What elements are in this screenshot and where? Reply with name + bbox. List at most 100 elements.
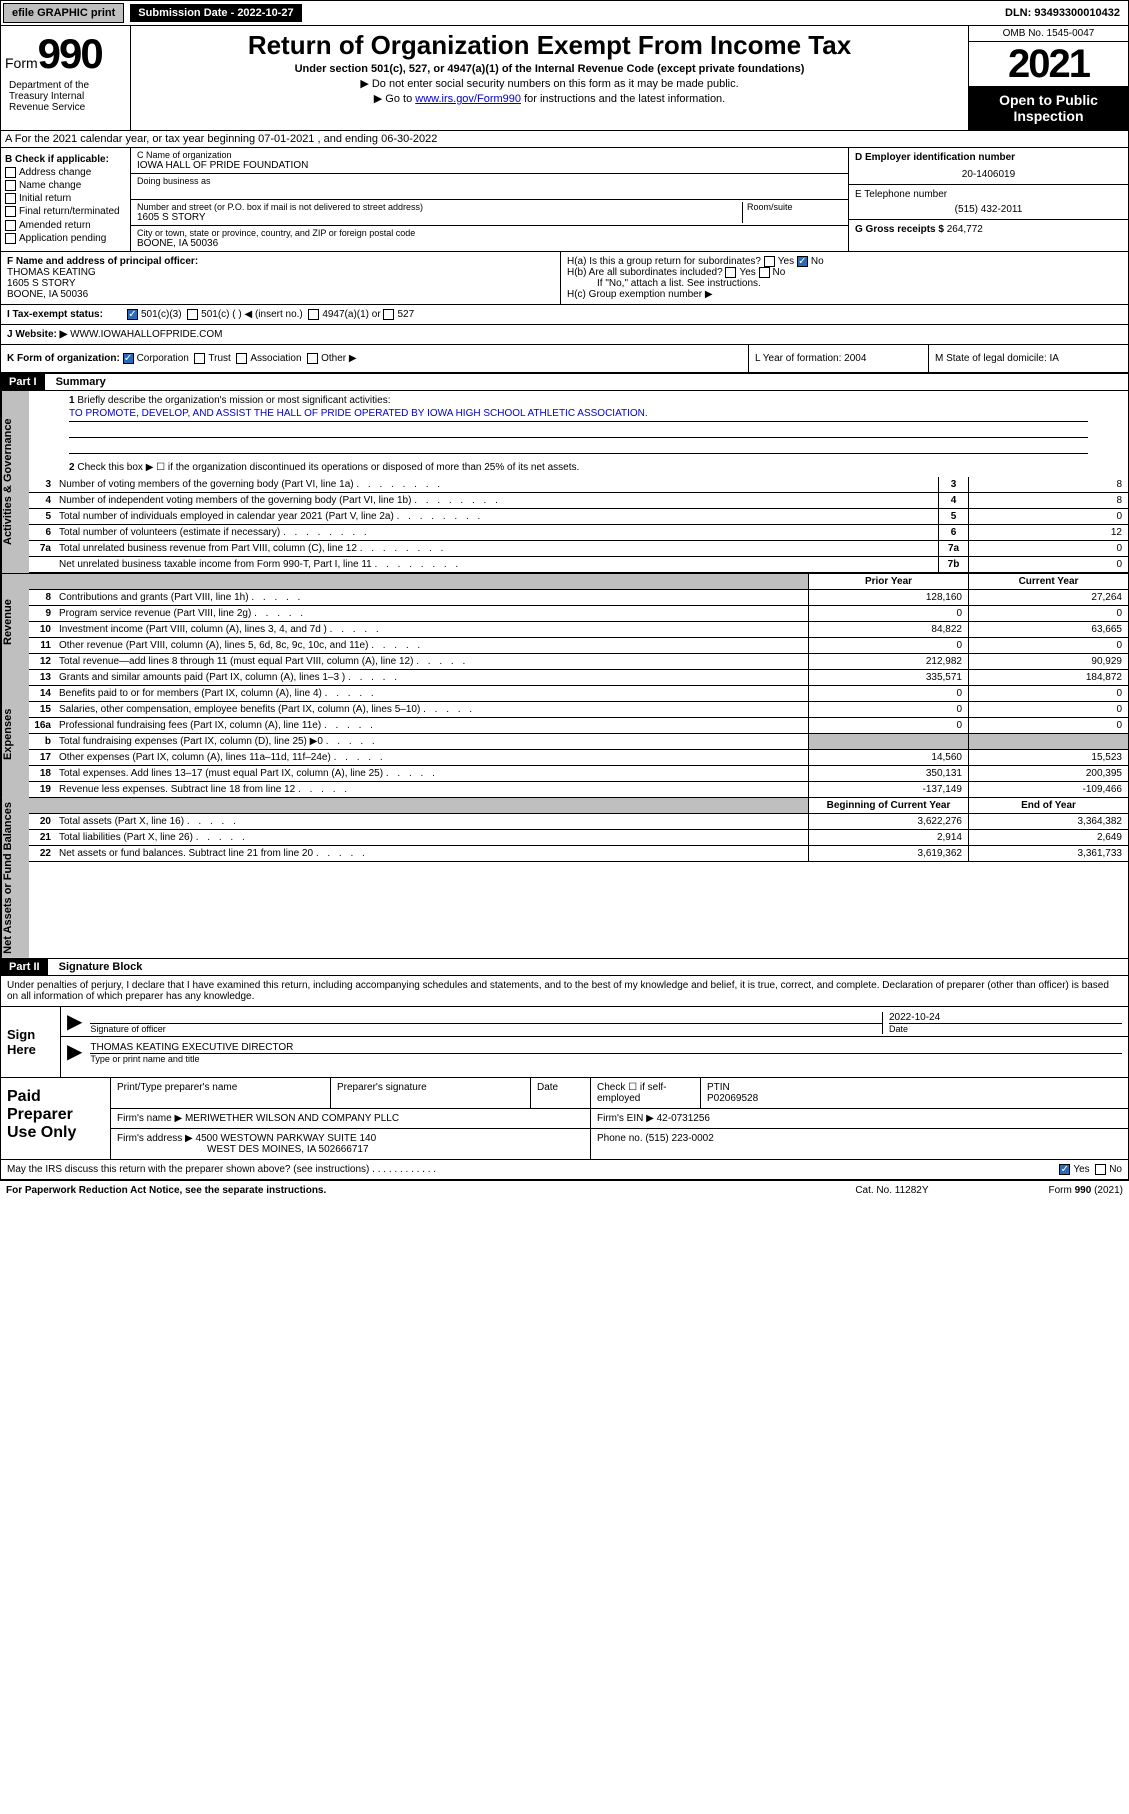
cb-527[interactable] [383, 309, 394, 320]
state-domicile: M State of legal domicile: IA [928, 345, 1128, 372]
ha-row: H(a) Is this a group return for subordin… [567, 256, 1122, 267]
irs-link[interactable]: www.irs.gov/Form990 [415, 93, 521, 105]
submission-date: Submission Date - 2022-10-27 [130, 4, 301, 22]
cb-trust[interactable] [194, 353, 205, 364]
gov-section: Activities & Governance 1 Briefly descri… [0, 391, 1129, 573]
table-row: 3 Number of voting members of the govern… [29, 477, 1128, 493]
table-row: 14 Benefits paid to or for members (Part… [29, 686, 1128, 702]
header-right-block: OMB No. 1545-0047 2021 Open to Public In… [968, 26, 1128, 130]
city-value: BOONE, IA 50036 [137, 238, 842, 249]
discuss-row: May the IRS discuss this return with the… [0, 1160, 1129, 1181]
cb-assoc[interactable] [236, 353, 247, 364]
org-name-label: C Name of organization [137, 150, 842, 160]
hb-yes[interactable] [725, 267, 736, 278]
rev-header-row: Prior Year Current Year [29, 574, 1128, 590]
sig-officer-row: ▶ Signature of officer 2022-10-24 Date [61, 1007, 1128, 1037]
rev-section: Revenue Prior Year Current Year 8 Contri… [0, 573, 1129, 670]
net-section: Net Assets or Fund Balances Beginning of… [0, 798, 1129, 959]
ptin-col: PTINP02069528 [701, 1078, 1128, 1108]
row-k: K Form of organization: Corporation Trus… [0, 345, 1129, 374]
arrow-icon: ▶ [67, 1039, 82, 1064]
cb-501c3[interactable] [127, 309, 138, 320]
efile-print-button[interactable]: efile GRAPHIC print [3, 3, 124, 23]
cb-corp[interactable] [123, 353, 134, 364]
addr-label: Number and street (or P.O. box if mail i… [137, 202, 742, 212]
hb-note: If "No," attach a list. See instructions… [567, 278, 1122, 289]
cb-other[interactable] [307, 353, 318, 364]
ha-no[interactable] [797, 256, 808, 267]
dba-row: Doing business as [131, 174, 848, 200]
firm-addr-col: Firm's address ▶ 4500 WESTOWN PARKWAY SU… [111, 1129, 591, 1159]
table-row: 12 Total revenue—add lines 8 through 11 … [29, 654, 1128, 670]
table-row: 20 Total assets (Part X, line 16) . . . … [29, 814, 1128, 830]
sig-officer-label: Signature of officer [90, 1023, 882, 1034]
header-title-block: Return of Organization Exempt From Incom… [131, 26, 968, 130]
firm-ein-col: Firm's EIN ▶ 42-0731256 [591, 1109, 1128, 1128]
dln: DLN: 93493300010432 [997, 4, 1128, 22]
gross-cell: G Gross receipts $ 264,772 [849, 220, 1128, 239]
table-row: 21 Total liabilities (Part X, line 26) .… [29, 830, 1128, 846]
cb-final-return[interactable]: Final return/terminated [5, 206, 126, 217]
table-row: 4 Number of independent voting members o… [29, 493, 1128, 509]
table-row: 15 Salaries, other compensation, employe… [29, 702, 1128, 718]
ein-label: D Employer identification number [855, 152, 1122, 163]
cb-4947[interactable] [308, 309, 319, 320]
part1-badge: Part I [1, 374, 45, 390]
web-label: J Website: ▶ [7, 329, 67, 340]
org-name-row: C Name of organization IOWA HALL OF PRID… [131, 148, 848, 174]
row-f: F Name and address of principal officer:… [0, 252, 1129, 305]
year-formation: L Year of formation: 2004 [748, 345, 928, 372]
exp-section: Expenses 13 Grants and similar amounts p… [0, 670, 1129, 798]
city-row: City or town, state or province, country… [131, 226, 848, 251]
phone-col: Phone no. (515) 223-0002 [591, 1129, 1128, 1159]
col-b-checkboxes: B Check if applicable: Address change Na… [1, 148, 131, 251]
room-label: Room/suite [747, 202, 842, 212]
col-d-right: D Employer identification number 20-1406… [848, 148, 1128, 251]
discuss-no[interactable] [1095, 1164, 1106, 1175]
officer-addr: 1605 S STORY [7, 278, 554, 289]
paid-prep-label: Paid Preparer Use Only [1, 1078, 111, 1159]
main-info-grid: B Check if applicable: Address change Na… [0, 148, 1129, 252]
cb-address-change[interactable]: Address change [5, 167, 126, 178]
cb-app-pending[interactable]: Application pending [5, 233, 126, 244]
name-title-label: Type or print name and title [90, 1053, 1122, 1064]
firm-name-col: Firm's name ▶ MERIWETHER WILSON AND COMP… [111, 1109, 591, 1128]
open-public-badge: Open to Public Inspection [969, 86, 1128, 130]
mission-text: TO PROMOTE, DEVELOP, AND ASSIST THE HALL… [69, 406, 1088, 422]
table-row: 10 Investment income (Part VIII, column … [29, 622, 1128, 638]
cb-amended[interactable]: Amended return [5, 220, 126, 231]
dba-label: Doing business as [137, 176, 842, 186]
check-self[interactable]: Check ☐ if self-employed [591, 1078, 701, 1108]
row-j-website: J Website: ▶ WWW.IOWAHALLOFPRIDE.COM [0, 325, 1129, 345]
omb-number: OMB No. 1545-0047 [969, 26, 1128, 42]
discuss-yes[interactable] [1059, 1164, 1070, 1175]
col-prior: Prior Year [808, 574, 968, 589]
part1-header: Part I Summary [0, 374, 1129, 391]
form-org: K Form of organization: Corporation Trus… [1, 345, 748, 372]
footer-right: Form 990 (2021) [1049, 1185, 1123, 1196]
net-header-row: Beginning of Current Year End of Year [29, 798, 1128, 814]
gross-value: 264,772 [947, 224, 983, 235]
prep-row1: Print/Type preparer's name Preparer's si… [111, 1078, 1128, 1109]
hb-no[interactable] [759, 267, 770, 278]
gross-label: G Gross receipts $ [855, 224, 944, 235]
col-end: End of Year [968, 798, 1128, 813]
date-label: Date [889, 1023, 1122, 1034]
mission-blank1 [69, 422, 1088, 438]
col-curr: Current Year [968, 574, 1128, 589]
cb-initial-return[interactable]: Initial return [5, 193, 126, 204]
part2-title: Signature Block [51, 959, 151, 975]
cb-501c[interactable] [187, 309, 198, 320]
footer-mid: Cat. No. 11282Y [855, 1185, 928, 1196]
addr-value: 1605 S STORY [137, 212, 742, 223]
table-row: 5 Total number of individuals employed i… [29, 509, 1128, 525]
table-row: b Total fundraising expenses (Part IX, c… [29, 734, 1128, 750]
side-gov: Activities & Governance [1, 391, 29, 573]
addr-row: Number and street (or P.O. box if mail i… [131, 200, 848, 226]
part2-header: Part II Signature Block [0, 959, 1129, 976]
ha-yes[interactable] [764, 256, 775, 267]
org-name: IOWA HALL OF PRIDE FOUNDATION [137, 160, 842, 171]
footer: For Paperwork Reduction Act Notice, see … [0, 1181, 1129, 1200]
cb-name-change[interactable]: Name change [5, 180, 126, 191]
footer-left: For Paperwork Reduction Act Notice, see … [6, 1185, 855, 1196]
